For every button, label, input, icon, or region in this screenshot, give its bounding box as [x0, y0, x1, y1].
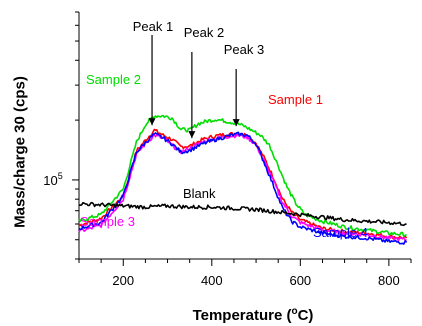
- x-axis-label-main: Temperature (: [192, 307, 292, 324]
- x-tick-label: 200: [112, 273, 134, 288]
- series-label: Sample 2: [86, 72, 141, 87]
- y-axis-label: Mass/charge 30 (cps): [11, 76, 29, 228]
- peak-arrow-head: [232, 119, 240, 127]
- peak-label: Peak 2: [184, 25, 224, 40]
- axis-ticks: 200 400 600 800 105: [43, 11, 412, 288]
- x-tick-label: 800: [378, 273, 400, 288]
- peak-arrow-head: [148, 118, 156, 126]
- series-label: Sample 3: [80, 214, 135, 229]
- peak-arrow-head: [188, 131, 196, 139]
- series-label: Sample 4: [313, 225, 368, 240]
- series-label: Blank: [183, 186, 216, 201]
- series-lines: [78, 114, 408, 245]
- x-axis-label-sup: o: [291, 306, 298, 317]
- y-tick-label: 105: [43, 171, 62, 188]
- series-labels: Sample 1 Sample 2 Sample 3 Sample 4 Blank: [80, 72, 368, 240]
- plot-frame: [78, 12, 411, 260]
- series-line: [78, 114, 407, 238]
- series-label: Sample 1: [268, 92, 323, 107]
- x-tick-label: 600: [289, 273, 311, 288]
- peak-label: Peak 3: [224, 42, 264, 57]
- peak-label: Peak 1: [133, 19, 173, 34]
- series-line: [78, 131, 408, 245]
- x-axis-label-end: C): [297, 307, 314, 324]
- x-axis-label: Temperature (oC): [193, 306, 314, 324]
- series-line: [78, 201, 407, 227]
- x-tick-label: 400: [201, 273, 223, 288]
